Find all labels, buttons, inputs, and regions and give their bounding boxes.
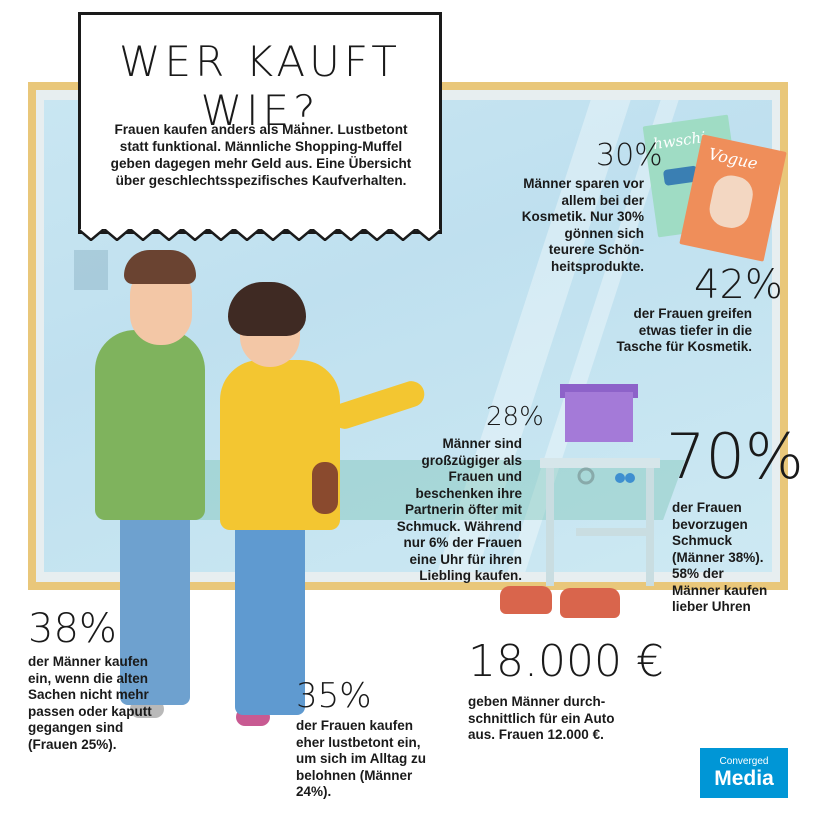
stat-30-text: Männer sparen vor allem bei der Kosmetik… bbox=[521, 176, 644, 274]
toy-car bbox=[500, 586, 552, 614]
man-hair bbox=[124, 250, 196, 284]
toy-car bbox=[560, 588, 620, 618]
stat-42-value: 42% bbox=[694, 262, 783, 308]
logo-line1: Converged bbox=[719, 756, 769, 767]
stat-28-text: Männer sind großzügiger als Frauen und b… bbox=[396, 436, 522, 583]
stat-35-value: 35% bbox=[296, 676, 372, 716]
torn-edge bbox=[78, 229, 442, 241]
converged-media-logo: Converged Media bbox=[700, 748, 788, 798]
stat-28-value: 28% bbox=[486, 402, 544, 432]
logo-line2: Media bbox=[714, 767, 774, 790]
woman-hair bbox=[228, 282, 306, 336]
intro-text: Frauen kaufen anders als Männer. Lustbet… bbox=[110, 122, 412, 188]
display-table bbox=[540, 458, 660, 586]
stat-35-text: der Frauen kaufen eher lustbetont ein, u… bbox=[296, 718, 427, 799]
stat-38-text: der Männer kaufen ein, wenn die alten Sa… bbox=[28, 654, 152, 752]
stat-18000-text: geben Männer durch-schnittlich für ein A… bbox=[468, 694, 615, 742]
stat-70-value: 70% bbox=[666, 420, 804, 493]
man-jeans bbox=[120, 505, 190, 705]
face-mask-illustration bbox=[706, 172, 757, 232]
magazine-title-right: Vogue bbox=[706, 144, 760, 174]
stat-70-text: der Frauen bevorzugen Schmuck (Männer 38… bbox=[672, 500, 768, 614]
woman-handbag bbox=[312, 462, 338, 514]
stat-18000-value: 18.000 € bbox=[468, 636, 664, 687]
man-green-sweater bbox=[95, 330, 205, 520]
woman-jeans bbox=[235, 515, 305, 715]
gift-box bbox=[565, 392, 633, 442]
title-card: WER KAUFT WIE? Frauen kaufen anders als … bbox=[78, 12, 442, 241]
stat-30-value: 30% bbox=[596, 138, 663, 173]
stat-42-text: der Frauen greifen etwas tiefer in die T… bbox=[616, 306, 752, 354]
stat-38-value: 38% bbox=[28, 606, 117, 652]
page-title: WER KAUFT WIE? bbox=[119, 37, 401, 135]
background-frame-shape bbox=[74, 250, 108, 290]
